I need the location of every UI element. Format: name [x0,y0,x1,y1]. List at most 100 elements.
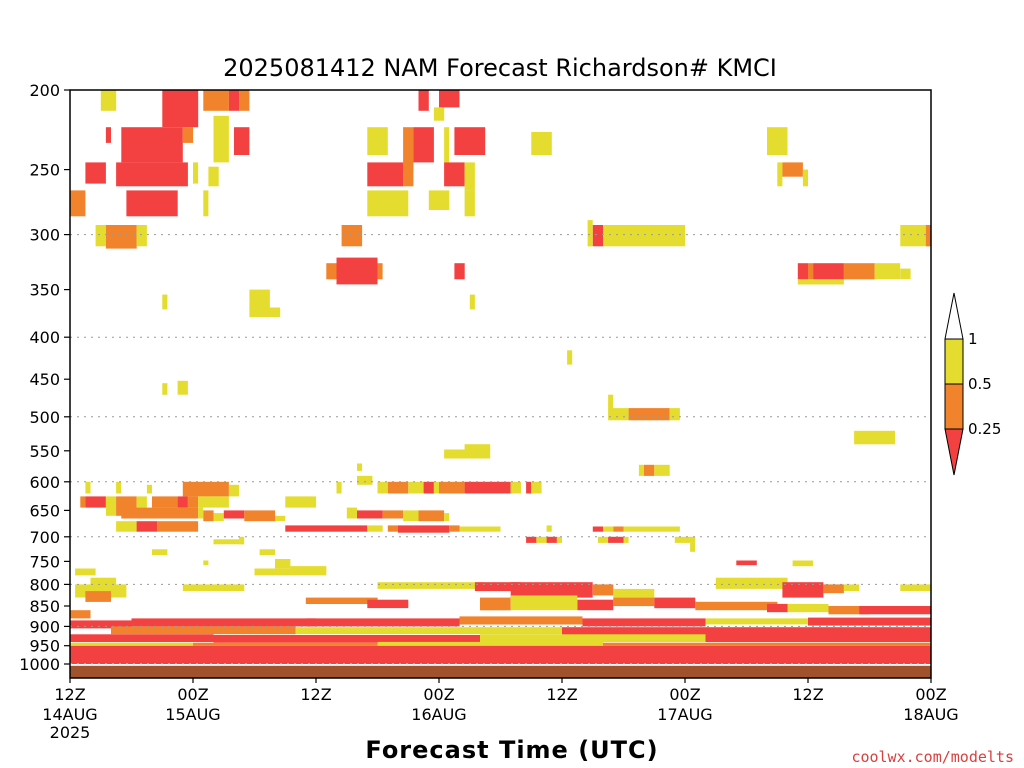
heatmap-cell [582,618,706,627]
heatmap-cell [382,510,404,519]
heatmap-cell [567,350,573,365]
plot-cells [70,90,932,664]
heatmap-cell [223,510,245,519]
heatmap-cell [900,584,932,591]
y-tick-label: 500 [29,408,60,427]
heatmap-cell [70,642,193,646]
colorbar: 1 0.5 0.25 [944,292,1001,476]
heatmap-cell [193,642,378,646]
heatmap-cell [843,584,860,591]
heatmap-cell [603,526,614,532]
x-axis-label: Forecast Time (UTC) [365,736,658,764]
heatmap-cell [177,380,188,395]
heatmap-cell [249,307,281,318]
heatmap-cell [121,507,199,519]
heatmap-cell [802,169,808,187]
y-tick-label: 350 [29,281,60,300]
heatmap-cell [177,496,188,508]
heatmap-cell [469,294,475,310]
heatmap-cell [275,515,286,522]
ground-layer [70,665,931,678]
heatmap-cell [464,481,511,494]
heatmap-cell [367,525,383,532]
colorbar-bottom-arrow [944,428,964,476]
heatmap-cell [480,634,706,642]
heatmap-cell [449,525,460,532]
heatmap-cell [510,582,593,598]
heatmap-cell [85,496,106,508]
heatmap-cell [336,257,378,285]
heatmap-cell [644,464,655,476]
y-tick-label: 450 [29,370,60,389]
heatmap-cell [249,289,270,310]
heatmap-cell [695,601,778,611]
heatmap-cell [116,481,122,494]
heatmap-cell [70,634,214,642]
heatmap-cell [346,507,358,519]
heatmap-cell [808,263,814,280]
heatmap-cell [152,549,168,556]
heatmap-cell [428,190,450,210]
heatmap-cell [418,90,429,111]
heatmap-cell [213,635,480,643]
heatmap-cell [556,536,562,543]
heatmap-cell [423,481,434,494]
heatmap-cell [526,536,537,543]
heatmap-cell [80,496,86,508]
heatmap-cell [674,536,696,543]
heatmap-cell [782,162,803,177]
colorbar-segment-05-1 [944,338,964,385]
y-tick-label: 900 [29,617,60,636]
heatmap-cell [654,464,670,476]
heatmap-cell [182,481,229,497]
heatmap-cell [259,549,275,556]
y-tick-label: 650 [29,501,60,520]
heatmap-cell [777,162,783,187]
heatmap-cell [592,225,604,247]
heatmap-cell [767,603,788,613]
heatmap-cell [767,127,788,155]
heatmap-cell [531,132,552,155]
heatmap-cell [162,90,199,128]
heatmap-cell [285,525,368,532]
heatmap-cell [377,263,383,280]
heatmap-cell [275,559,291,569]
heatmap-cell [239,90,250,111]
heatmap-cell [823,584,844,594]
heatmap-cell [105,496,117,516]
heatmap-cell [439,90,460,108]
x-tick-date: 17AUG [657,705,712,724]
heatmap-cell [285,496,317,508]
heatmap-cell [228,484,240,497]
heatmap-cell [669,408,680,421]
heatmap-cell [408,481,424,494]
y-tick-label: 550 [29,442,60,461]
heatmap-cell [444,162,465,187]
heatmap-cell [193,162,199,184]
heatmap-cell [562,627,931,635]
heatmap-cell [459,616,583,625]
heatmap-cell [95,225,106,247]
heatmap-cell [85,481,91,494]
heatmap-cell [608,394,614,410]
heatmap-cell [244,510,276,522]
heatmap-cell [295,627,562,635]
heatmap-cell [157,521,199,532]
heatmap-cell [603,225,685,247]
heatmap-cell [900,225,932,247]
heatmap-cell [213,513,224,522]
heatmap-cell [198,496,229,508]
x-tick-time: 12Z [300,685,331,704]
heatmap-cell [603,642,931,646]
heatmap-cell [75,568,96,576]
x-tick-time: 12Z [54,685,85,704]
heatmap-cell [480,597,511,611]
heatmap-cell [357,463,363,471]
heatmap-cell [387,525,399,532]
colorbar-label: 0.5 [968,375,992,393]
heatmap-cell [628,408,670,421]
heatmap-cell [70,620,132,629]
y-tick-label: 850 [29,597,60,616]
